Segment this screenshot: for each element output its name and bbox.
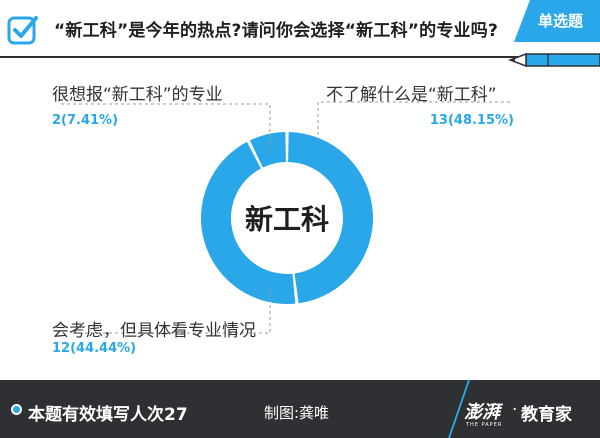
donut-slice <box>288 132 373 304</box>
footer: 本题有效填写人次27 制图:龚唯 澎湃 THE PAPER · 教育家 <box>0 380 600 438</box>
footer-background <box>0 380 600 438</box>
checkbox-check-icon <box>7 16 38 45</box>
pencil-icon <box>508 52 600 68</box>
slice-value-label: 13(48.15%) <box>429 113 514 128</box>
brand-separator: · <box>512 400 518 420</box>
donut-slice <box>201 141 296 304</box>
bullet-dot-icon <box>11 404 22 415</box>
slice-value-label: 12(44.44%) <box>52 341 137 356</box>
header: “新工科”是今年的热点?请问你会选择“新工科”的专业吗? 单选题 <box>0 0 600 68</box>
badge-background <box>514 0 600 42</box>
slice-label-name: 会考虑，但具体看专业情况 <box>52 321 256 341</box>
leader-lines <box>60 101 510 334</box>
slice-value-label: 2(7.41%) <box>52 113 119 128</box>
thepaper-logo: 澎湃 <box>464 402 500 423</box>
respondent-count: 本题有效填写人次27 <box>28 405 188 425</box>
brand-name: 教育家 <box>521 405 572 425</box>
donut-chart: 新工科 <box>60 101 510 334</box>
slice-label-name: 不了解什么是“新工科” <box>326 85 497 105</box>
donut-slice <box>249 132 286 168</box>
leader-line <box>60 103 271 150</box>
question-title: “新工科”是今年的热点?请问你会选择“新工科”的专业吗? <box>54 21 499 41</box>
donut-center-label: 新工科 <box>245 203 329 236</box>
leader-line <box>317 101 510 141</box>
question-type-badge: 单选题 <box>538 12 584 30</box>
slice-label-name: 很想报“新工科”的专业 <box>52 85 223 105</box>
chart-credit: 制图:龚唯 <box>264 404 330 422</box>
thepaper-logo-sub: THE PAPER <box>466 422 503 428</box>
donut-slices <box>201 132 373 304</box>
